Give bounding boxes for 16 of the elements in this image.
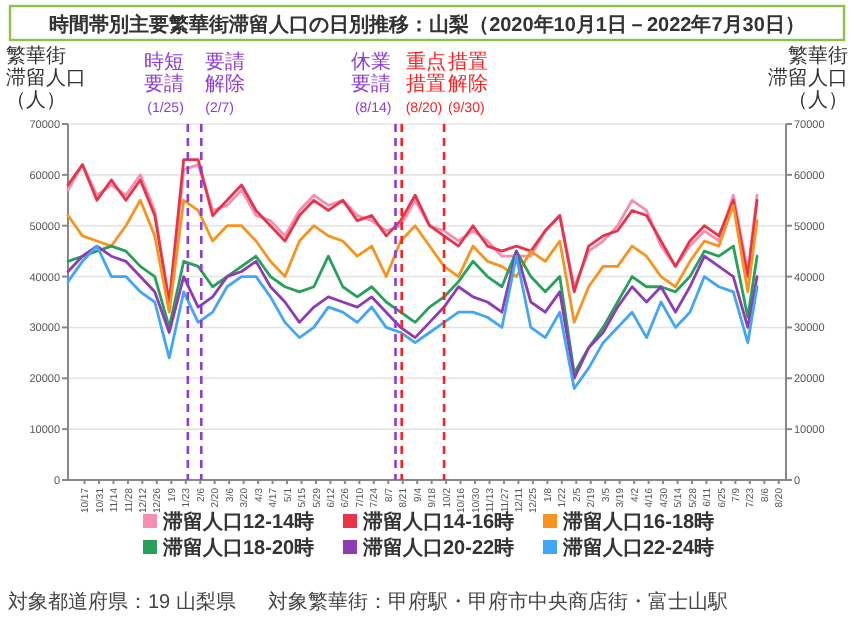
ref-line-label: 休業要請(8/14) — [351, 50, 392, 116]
legend-label: 滞留人口22-24時 — [561, 536, 715, 560]
legend-label: 滞留人口18-20時 — [161, 536, 315, 560]
chart-title: 時間帯別主要繁華街滞留人口の日別推移：山梨（2020年10月1日－2022年7月30日） — [49, 13, 805, 37]
legend-label: 滞留人口12-14時 — [161, 510, 315, 534]
text: 対象繁華街：甲府駅・甲府市中央商店街・富士山駅 — [267, 590, 728, 614]
ref-line-label: 措置解除(9/30) — [448, 50, 489, 116]
line-series — [66, 198, 759, 324]
ref-line-label: 重点措置(8/20) — [405, 50, 446, 116]
legend-label: 滞留人口20-22時 — [361, 536, 515, 560]
ref-line-label: 時短要請(1/25) — [143, 50, 184, 116]
text: 対象都道府県：19 山梨県 — [8, 590, 236, 614]
y-axis-title: 繁華街滞留人口（人） — [6, 44, 86, 112]
legend-label: 滞留人口16-18時 — [561, 510, 715, 534]
y2-axis-title: 繁華街滞留人口（人） — [768, 44, 848, 112]
ref-line-label: 要請解除(2/7) — [205, 50, 246, 116]
